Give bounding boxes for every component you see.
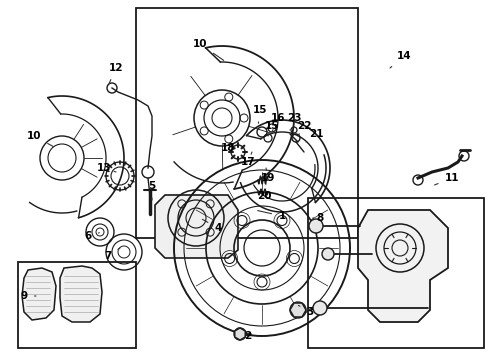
Text: 5: 5 (148, 181, 155, 200)
Text: 17: 17 (240, 152, 255, 167)
Polygon shape (289, 303, 305, 317)
Bar (136, 8, 357, 238)
Text: 4: 4 (202, 219, 221, 233)
Text: 23: 23 (286, 113, 301, 130)
Text: 20: 20 (256, 184, 271, 201)
Polygon shape (22, 268, 56, 320)
Text: 22: 22 (296, 121, 311, 136)
Text: 13: 13 (97, 163, 116, 173)
Text: 19: 19 (260, 168, 275, 183)
Polygon shape (234, 328, 244, 340)
Circle shape (289, 302, 305, 318)
Circle shape (321, 248, 333, 260)
Polygon shape (155, 195, 238, 258)
Polygon shape (60, 266, 102, 322)
Text: 3: 3 (298, 305, 313, 317)
Text: 16: 16 (270, 113, 285, 132)
Text: 11: 11 (434, 173, 458, 185)
Text: 7: 7 (104, 248, 120, 261)
Text: 2: 2 (238, 328, 251, 341)
Text: 15: 15 (252, 105, 267, 123)
Circle shape (308, 219, 323, 233)
Text: 6: 6 (84, 231, 99, 241)
Bar (18, 262, 136, 348)
Polygon shape (357, 210, 447, 322)
Text: 21: 21 (305, 129, 323, 142)
Text: 10: 10 (192, 39, 224, 60)
Circle shape (312, 301, 326, 315)
Text: 1: 1 (257, 211, 285, 221)
Text: 12: 12 (108, 63, 123, 84)
Text: 9: 9 (20, 291, 36, 301)
Text: 14: 14 (389, 51, 410, 68)
Text: 18: 18 (220, 143, 235, 153)
Text: 10: 10 (27, 131, 54, 147)
Circle shape (234, 328, 245, 340)
Text: 15: 15 (264, 121, 279, 136)
Text: 8: 8 (312, 213, 323, 223)
Bar (307, 198, 483, 348)
